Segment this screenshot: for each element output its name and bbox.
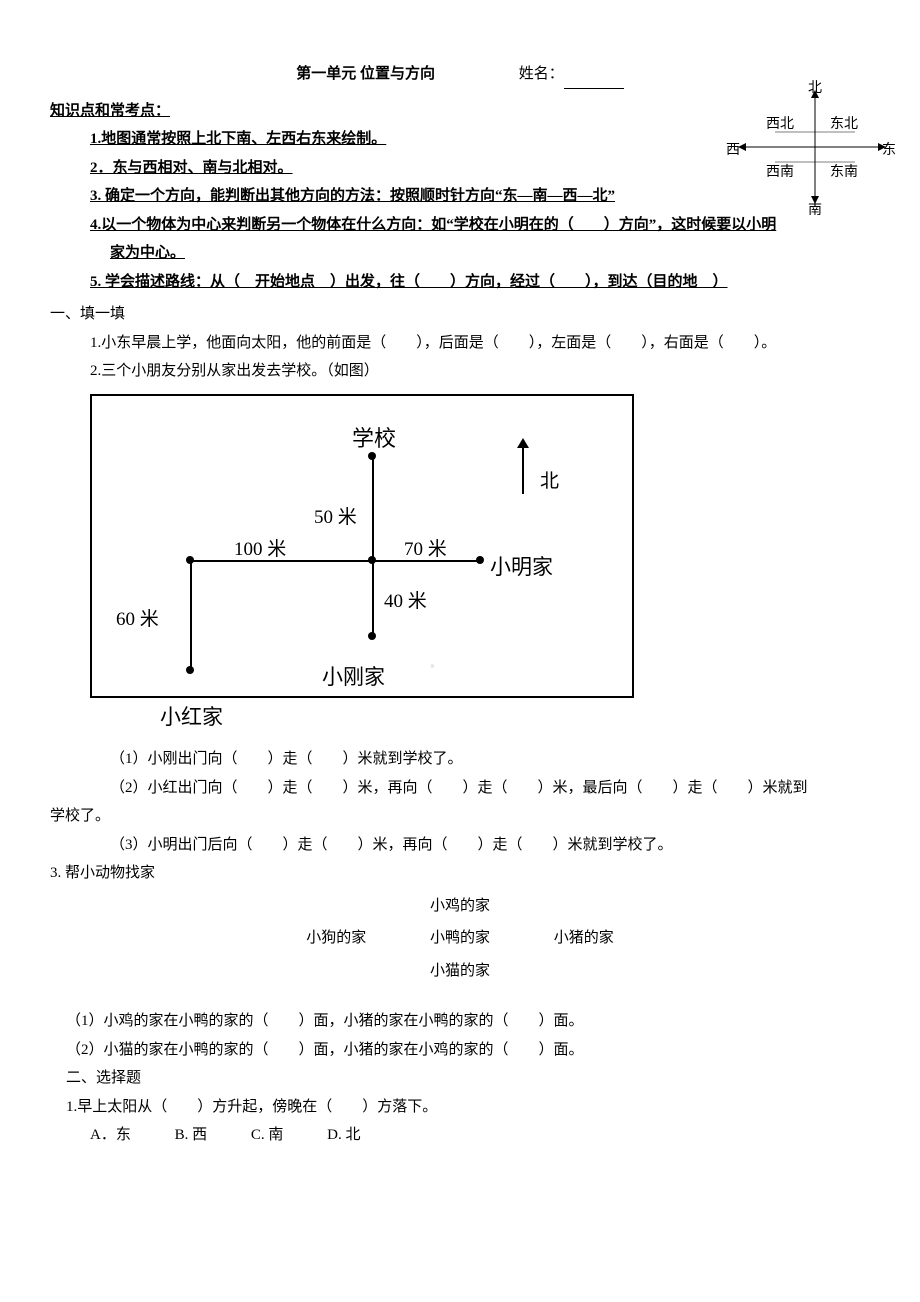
q2-1: 1.早上太阳从（ ）方升起，傍晚在（ ）方落下。 bbox=[66, 1093, 870, 1122]
choice-a[interactable]: A．东 bbox=[90, 1121, 131, 1150]
knowledge-3: 3. 确定一个方向，能判断出其他方向的方法：按照顺时针方向“东—南—西—北” bbox=[90, 188, 615, 204]
label-50: 50 米 bbox=[314, 500, 357, 536]
dot-hong bbox=[186, 666, 194, 674]
sub-2b: 学校了。 bbox=[50, 802, 870, 831]
page-title: 第一单元 位置与方向 bbox=[296, 60, 435, 89]
label-60: 60 米 bbox=[116, 602, 159, 638]
section-2-heading: 二、选择题 bbox=[66, 1064, 870, 1093]
q3-1: （1）小鸡的家在小鸭的家的（ ）面，小猪的家在小鸭的家的（ ）面。 bbox=[66, 1007, 870, 1036]
animal-pig: 小猪的家 bbox=[554, 924, 614, 953]
label-ming: 小明家 bbox=[490, 548, 553, 588]
animal-duck: 小鸭的家 bbox=[430, 924, 490, 953]
choice-c[interactable]: C. 南 bbox=[251, 1121, 284, 1150]
label-hong: 小红家 bbox=[160, 698, 870, 738]
animal-dog: 小狗的家 bbox=[306, 924, 366, 953]
choice-b[interactable]: B. 西 bbox=[175, 1121, 208, 1150]
label-70: 70 米 bbox=[404, 532, 447, 568]
knowledge-5: 5. 学会描述路线：从（ 开始地点 ）出发，往（ ）方向，经过（ ），到达（目的… bbox=[90, 274, 728, 290]
q3-heading: 3. 帮小动物找家 bbox=[50, 859, 870, 888]
q3-2: （2）小猫的家在小鸭的家的（ ）面，小猪的家在小鸡的家的（ ）面。 bbox=[66, 1036, 870, 1065]
label-40: 40 米 bbox=[384, 584, 427, 620]
name-label: 姓名： bbox=[519, 66, 564, 82]
knowledge-4a: 4.以一个物体为中心来判断另一个物体在什么方向：如“学校在小明在的（ ）方向”，… bbox=[90, 217, 776, 233]
knowledge-4b: 家为中心。 bbox=[110, 245, 185, 261]
knowledge-2: 2．东与西相对、南与北相对。 bbox=[90, 160, 293, 176]
label-100: 100 米 bbox=[234, 532, 286, 568]
animal-middle-row: 小狗的家 小鸭的家 小猪的家 bbox=[50, 924, 870, 953]
dot-school bbox=[368, 452, 376, 460]
name-input-line[interactable] bbox=[564, 88, 624, 89]
animal-cat: 小猫的家 bbox=[50, 957, 870, 986]
compass-figure: 北 南 西 东 西北 东北 西南 东南 bbox=[730, 80, 900, 220]
animal-chicken: 小鸡的家 bbox=[50, 892, 870, 921]
choice-d[interactable]: D. 北 bbox=[327, 1121, 360, 1150]
north-arrow bbox=[522, 446, 524, 494]
sub-1: （1）小刚出门向（ ）走（ ）米就到学校了。 bbox=[110, 745, 870, 774]
section-1-heading: 一、填一填 bbox=[50, 300, 870, 329]
dot-ming bbox=[476, 556, 484, 564]
q1-1: 1.小东早晨上学，他面向太阳，他的前面是（ ），后面是（ ），左面是（ ），右面… bbox=[90, 329, 870, 358]
dot-gang bbox=[368, 632, 376, 640]
line-school bbox=[372, 456, 374, 636]
sub-2: （2）小红出门向（ ）走（ ）米，再向（ ）走（ ）米，最后向（ ）走（ ）米就… bbox=[110, 774, 870, 803]
label-gang: 小刚家 bbox=[322, 658, 385, 698]
knowledge-heading: 知识点和常考点： bbox=[50, 103, 170, 119]
q1-2: 2.三个小朋友分别从家出发去学校。（如图） bbox=[90, 357, 870, 386]
sub-3: （3）小明出门后向（ ）走（ ）米，再向（ ）走（ ）米就到学校了。 bbox=[110, 831, 870, 860]
route-diagram: 学校 北 50 米 100 米 70 米 40 米 60 米 小明家 小刚家 bbox=[90, 394, 634, 698]
label-north: 北 bbox=[540, 464, 559, 500]
knowledge-1: 1.地图通常按照上北下南、左西右东来绘制。 bbox=[90, 131, 386, 147]
line-hong bbox=[190, 560, 192, 670]
